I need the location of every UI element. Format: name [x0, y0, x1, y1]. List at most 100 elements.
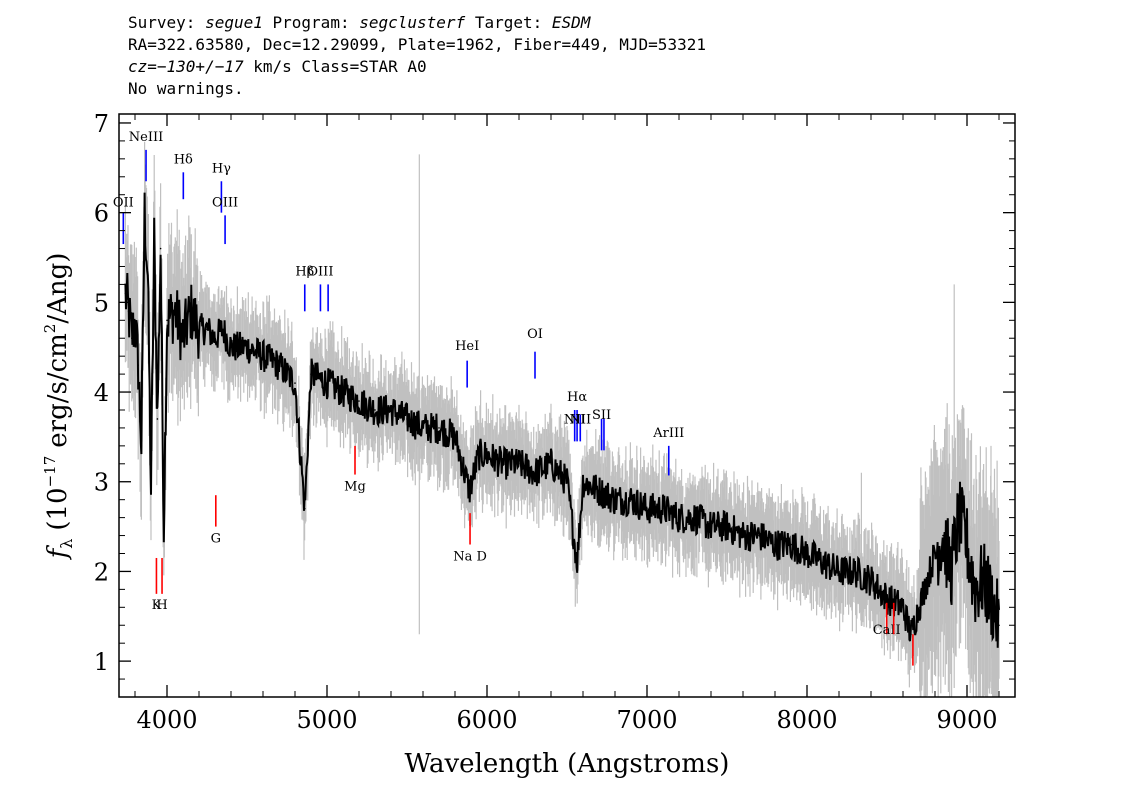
flux-anchor-point	[774, 543, 776, 546]
header-line-1: Survey: segue1 Program: segclusterf Targ…	[128, 12, 706, 34]
flux-anchor-point	[806, 552, 808, 555]
x-tick-label: 9000	[936, 706, 997, 734]
flux-anchor-point	[310, 373, 312, 375]
flux-anchor-point	[694, 516, 696, 519]
x-axis-label: Wavelength (Angstroms)	[405, 749, 730, 779]
spectral-line-label: SII	[592, 408, 611, 423]
spectral-line-label: OIII	[212, 195, 238, 210]
spectral-line-label: K	[152, 598, 162, 613]
spectral-line-label: ArIII	[652, 426, 684, 441]
spectral-line-label: Mg	[344, 480, 366, 495]
flux-anchor-point	[870, 579, 872, 582]
flux-anchor-point	[582, 480, 584, 483]
y-label-close: /Ang)	[43, 253, 73, 324]
flux-anchor-point	[454, 436, 456, 438]
spectral-line-label: Hγ	[212, 161, 231, 176]
flux-anchor-point	[166, 319, 168, 322]
flux-anchor-point	[990, 597, 992, 600]
flux-anchor-point	[502, 463, 504, 465]
flux-anchor-point	[726, 525, 728, 528]
y-tick-label: 2	[94, 558, 109, 586]
flux-anchor-point	[822, 561, 824, 564]
y-tick-label: 5	[94, 289, 109, 317]
spectral-line-label: OII	[113, 195, 134, 210]
flux-anchor-point	[662, 507, 664, 510]
flux-anchor-point	[630, 498, 632, 501]
flux-anchor-point	[468, 489, 471, 492]
flux-anchor-point	[190, 310, 192, 313]
y-label-units: erg/s/cm	[43, 333, 73, 448]
flux-anchor-point	[438, 427, 440, 429]
flux-anchor-point	[214, 337, 216, 340]
flux-anchor-point	[902, 606, 904, 609]
flux-anchor-point	[566, 480, 568, 483]
flux-anchor-point	[131, 337, 133, 340]
flux-anchor-point	[326, 382, 328, 384]
flux-anchor-point	[294, 382, 296, 384]
spectral-line-label: NeIII	[129, 130, 163, 145]
flux-anchor-point	[246, 346, 248, 349]
header-line-4: No warnings.	[128, 79, 244, 98]
flux-anchor-point	[182, 337, 184, 340]
x-tick-label: 7000	[616, 706, 677, 734]
plot-frame	[118, 113, 1016, 698]
flux-anchor-point	[998, 624, 1000, 627]
spectrum-header: Survey: segue1 Program: segclusterf Targ…	[128, 12, 706, 100]
flux-anchor-point	[137, 364, 139, 366]
spectral-line-label: Hβ	[295, 264, 314, 279]
flux-anchor-point	[230, 346, 232, 349]
spectral-line-label: G	[211, 532, 221, 547]
y-tick-label: 4	[94, 379, 109, 407]
error-band	[124, 141, 1000, 697]
flux-anchor-point	[910, 633, 912, 636]
flux-anchor-point	[134, 319, 136, 322]
flux-anchor-point	[934, 552, 936, 555]
x-tick-label: 5000	[296, 706, 357, 734]
flux-anchor-point	[153, 238, 155, 241]
flux-anchor-point	[534, 471, 536, 474]
flux-anchor-point	[518, 463, 520, 465]
y-label-exponent-2: 2	[41, 324, 59, 334]
flux-anchor-point	[742, 534, 744, 537]
spectral-line-label: OIII	[307, 264, 333, 279]
flux-anchor-point	[838, 570, 840, 573]
flux-anchor-point	[678, 516, 680, 519]
x-tick-label: 6000	[456, 706, 517, 734]
header-line-2: RA=322.63580, Dec=12.29099, Plate=1962, …	[128, 35, 706, 54]
flux-series	[124, 192, 1000, 648]
flux-anchor-point	[127, 310, 130, 313]
flux-anchor-point	[550, 463, 552, 465]
flux-anchor-point	[390, 409, 392, 411]
flux-anchor-point	[758, 534, 760, 537]
flux-anchor-point	[966, 543, 968, 546]
flux-anchor-point	[710, 525, 712, 528]
flux-anchor-point	[156, 418, 159, 420]
flux-anchor-point	[143, 211, 146, 214]
flux-anchor-point	[942, 534, 944, 537]
survey-value: segue1	[205, 13, 263, 32]
flux-line	[124, 192, 1000, 648]
flux-anchor-point	[358, 400, 360, 402]
y-tick-label: 7	[94, 110, 109, 138]
program-label: Program:	[272, 13, 350, 32]
y-tick-label: 6	[94, 200, 109, 228]
error-band-path	[124, 141, 1000, 697]
survey-label: Survey:	[128, 13, 196, 32]
flux-anchor-point	[278, 364, 280, 366]
flux-anchor-point	[406, 418, 408, 420]
flux-anchor-point	[422, 427, 424, 429]
x-tick-label: 8000	[776, 706, 837, 734]
flux-anchor-point	[147, 274, 149, 277]
flux-anchor-point	[159, 247, 162, 250]
y-tick-label: 1	[94, 648, 109, 676]
flux-anchor-point	[124, 292, 127, 295]
y-label-open: (10	[43, 487, 73, 530]
flux-anchor-point	[646, 507, 648, 510]
flux-anchor-point	[918, 606, 920, 609]
flux-anchor-point	[206, 328, 208, 331]
spectral-line-label: Hα	[567, 390, 587, 405]
y-label-exponent: −17	[41, 456, 59, 488]
y-axis-label: fλ(10−17erg/s/cm2/Ang)	[41, 253, 76, 561]
spectral-line-label: H	[156, 598, 167, 613]
spectral-line-label: Hδ	[174, 152, 193, 167]
